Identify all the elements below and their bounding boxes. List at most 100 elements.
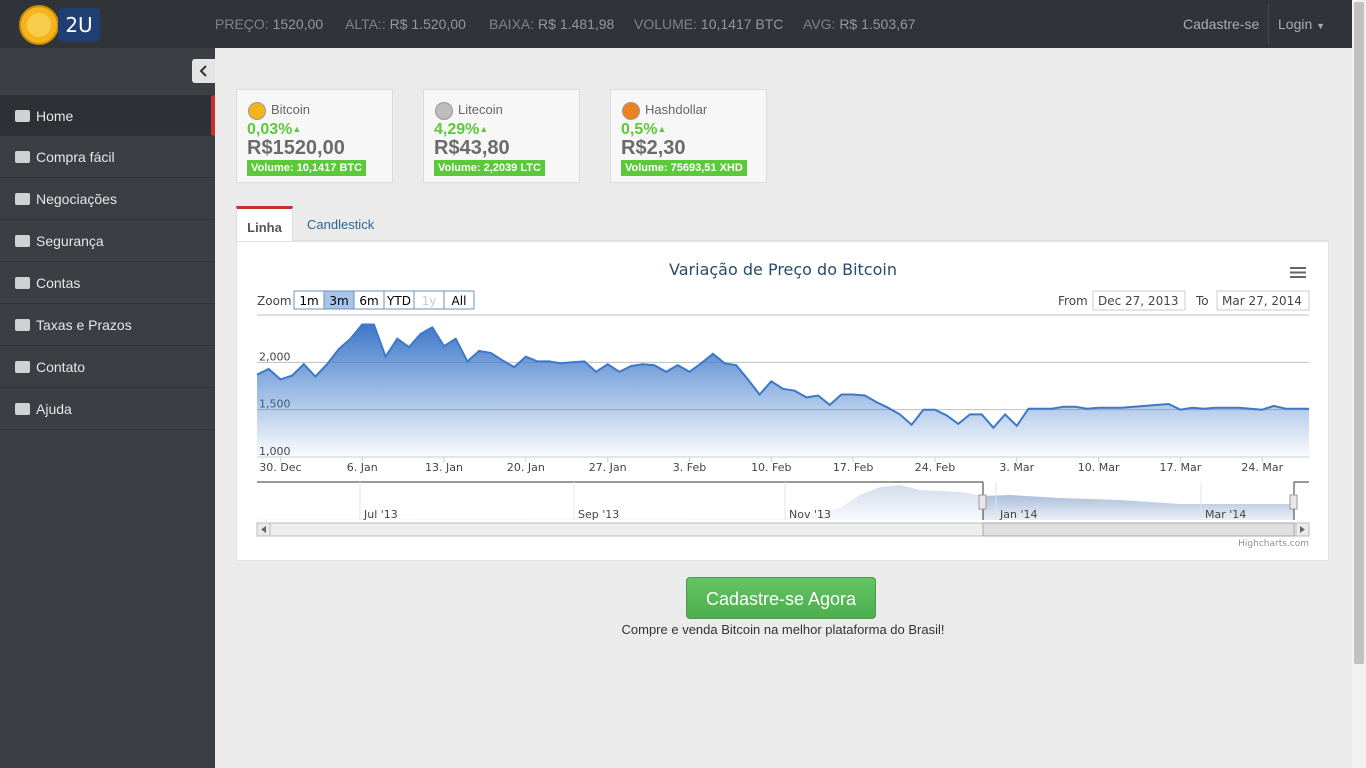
zoom-button-label: YTD: [386, 294, 411, 308]
menu-icon: [15, 110, 30, 122]
logo-box: [58, 8, 100, 42]
coin-icon: [248, 102, 266, 120]
ticker-value: 10,1417 BTC: [700, 16, 784, 32]
coin-icon: [622, 102, 640, 120]
ticker-card[interactable]: Bitcoin 0,03%▲ R$1520,00 Volume: 10,1417 BT…: [236, 89, 393, 183]
menu-item[interactable]: Contato: [0, 347, 215, 388]
menu-item[interactable]: Compra fácil: [0, 137, 215, 178]
to-label: To: [1195, 294, 1209, 308]
menu-item-active[interactable]: Home: [0, 95, 215, 136]
x-tick-label: 24. Feb: [915, 461, 955, 474]
chart-title: Variação de Preço do Bitcoin: [669, 260, 897, 279]
up-arrow: ▲: [657, 124, 667, 134]
from-input[interactable]: Dec 27, 2013: [1098, 294, 1178, 308]
menu-item[interactable]: Segurança: [0, 221, 215, 262]
area: [257, 324, 1309, 457]
change-value: 4,29%: [434, 121, 480, 138]
navigator-label: Sep '13: [578, 508, 619, 521]
collapse-icon: [199, 65, 207, 77]
ticker-item: BAIXA: R$ 1.481,98: [489, 16, 614, 32]
menu-label: Contas: [36, 275, 81, 291]
coin-name: Litecoin: [458, 102, 503, 117]
menu-item[interactable]: Negociações: [0, 179, 215, 220]
ticker-label: BAIXA:: [489, 16, 535, 32]
tagline: Compre e venda Bitcoin na melhor platafo…: [621, 622, 945, 637]
navigator: [256, 481, 1310, 537]
to-input-box[interactable]: [1216, 290, 1310, 311]
price-change: 0,5%▲: [621, 121, 666, 139]
x-tick-label: 27. Jan: [589, 461, 627, 474]
up-arrow: ▲: [292, 124, 302, 134]
ticker-item: ALTA:: R$ 1.520,00: [345, 16, 466, 32]
ticker-label: VOLUME:: [634, 16, 698, 32]
change-value: 0,5%: [621, 121, 658, 138]
coin-name: Hashdollar: [645, 102, 708, 117]
menu-label: Ajuda: [36, 401, 72, 417]
menu-icon: [15, 193, 30, 205]
menu-item[interactable]: Contas: [0, 263, 215, 304]
navigator-label: Jul '13: [363, 508, 398, 521]
menu-icon: [15, 151, 30, 163]
login-link[interactable]: Login ▼: [1278, 16, 1325, 32]
x-tick-label: 17. Feb: [833, 461, 873, 474]
menu-icon: [15, 361, 30, 373]
change-value: 0,03%: [247, 121, 293, 138]
ticker-label: AVG:: [803, 16, 836, 32]
signup-button[interactable]: Cadastre-se Agora: [686, 577, 876, 619]
tab-line: [236, 240, 1329, 241]
ticker-item: VOLUME: 10,1417 BTC: [634, 16, 783, 32]
navigator-label: Jan '14: [999, 508, 1037, 521]
x-tick-label: 17. Mar: [1160, 461, 1202, 474]
line: [256, 323, 1309, 430]
menu-label: Compra fácil: [36, 149, 115, 165]
zoom-button-label: 6m: [359, 294, 378, 308]
x-tick-label: 10. Mar: [1078, 461, 1120, 474]
zoom-label: Zoom: [257, 294, 292, 308]
zoom-button[interactable]: [443, 290, 475, 310]
volume-badge: Volume: 10,1417 BTC: [247, 160, 367, 176]
scrollbar-thumb[interactable]: [1354, 2, 1364, 664]
ticker-value: R$ 1.481,98: [538, 16, 615, 32]
logo[interactable]: 2U: [18, 4, 102, 46]
logo-text: 2U: [65, 13, 92, 37]
nav-scrollbar-thumb[interactable]: [982, 522, 1295, 537]
chevron: [199, 65, 207, 77]
ticker-value: R$ 1.520,00: [389, 16, 466, 32]
volume-badge: Volume: 75693,51 XHD: [621, 160, 747, 176]
menu-label: Contato: [36, 359, 86, 375]
ticker-card[interactable]: Litecoin 4,29%▲ R$43,80 Volume: 2,2039 LTC: [423, 89, 580, 183]
y-tick-label: 2,000: [259, 350, 291, 363]
caret: ▼: [1316, 21, 1326, 31]
export-menu[interactable]: [1290, 267, 1306, 278]
x-tick-label: 3. Mar: [999, 461, 1034, 474]
navigator-handle[interactable]: [1289, 494, 1298, 510]
menu-item[interactable]: Ajuda: [0, 389, 215, 430]
tab-active[interactable]: Linha: [236, 206, 293, 242]
ticker-item: AVG: R$ 1.503,67: [803, 16, 916, 32]
collapse-button[interactable]: [192, 59, 215, 83]
tab[interactable]: Candlestick: [307, 217, 375, 232]
up-arrow: ▲: [479, 124, 489, 134]
arrow: [261, 526, 266, 533]
zoom-button-label: 1y: [422, 294, 437, 308]
from-label: From: [1058, 294, 1088, 308]
navigator-mask: [257, 482, 983, 520]
menu-bar: [1290, 276, 1306, 278]
credits[interactable]: Highcharts.com: [1238, 539, 1309, 549]
menu-label: Negociações: [36, 191, 117, 207]
navigator-handle[interactable]: [978, 494, 987, 510]
price: R$1520,00: [247, 137, 345, 159]
menu-label: Segurança: [36, 233, 104, 249]
x-tick-label: 30. Dec: [259, 461, 301, 474]
to-input[interactable]: Mar 27, 2014: [1222, 294, 1302, 308]
menu-item[interactable]: Taxas e Prazos: [0, 305, 215, 346]
menu-label: Taxas e Prazos: [36, 317, 132, 333]
menu-bar: [1290, 267, 1306, 269]
x-tick-label: 10. Feb: [751, 461, 791, 474]
ticker-card[interactable]: Hashdollar 0,5%▲ R$2,30 Volume: 75693,51 XH…: [610, 89, 767, 183]
from-input-box[interactable]: [1092, 290, 1186, 311]
signup-link[interactable]: Cadastre-se: [1183, 16, 1260, 32]
coin-name: Bitcoin: [271, 102, 311, 117]
ticker-value: R$ 1.503,67: [839, 16, 916, 32]
